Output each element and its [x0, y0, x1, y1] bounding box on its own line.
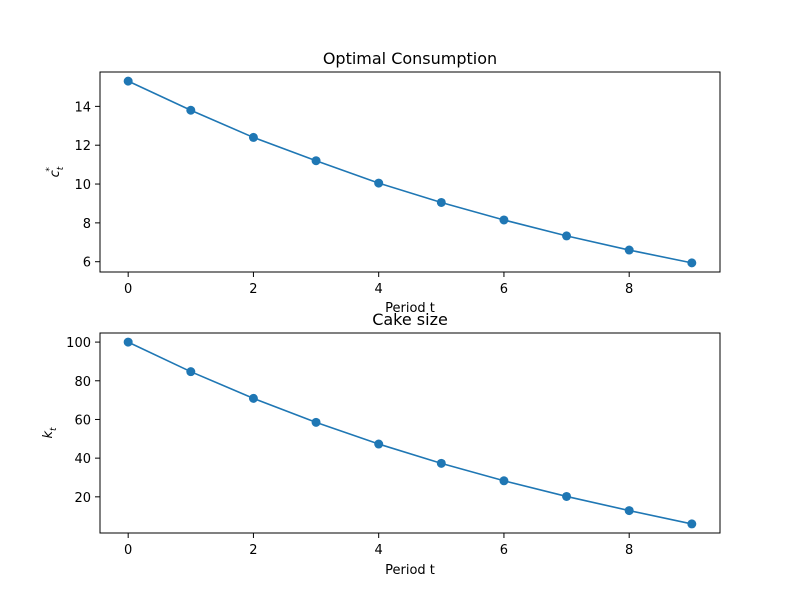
y-ticks: 20 40 60 80 100: [66, 336, 100, 506]
x-tick-label: 8: [625, 282, 633, 297]
x-tick-label: 4: [375, 282, 383, 297]
y-tick-label: 60: [74, 413, 91, 428]
data-point: [562, 231, 572, 241]
x-tick-label: 0: [124, 543, 132, 558]
x-tick-label: 2: [249, 543, 257, 558]
y-tick-label: 40: [74, 452, 91, 467]
data-point: [248, 132, 258, 142]
axes-frame: [99, 332, 721, 534]
data-point: [436, 458, 446, 468]
data-point: [123, 76, 133, 86]
x-tick-label: 6: [500, 543, 508, 558]
data-point: [687, 519, 697, 529]
data-point: [311, 156, 321, 166]
data-point: [186, 105, 196, 115]
marks: [123, 76, 697, 268]
data-point: [499, 215, 509, 225]
y-axis-label-sup: *: [45, 167, 55, 172]
y-axis-label: ct*: [45, 166, 66, 177]
y-axis-label-base: k: [41, 431, 56, 439]
data-point: [311, 417, 321, 427]
y-tick-label: 100: [66, 336, 91, 351]
y-axis-label: kt: [41, 427, 59, 439]
data-point: [624, 506, 634, 516]
x-ticks: 0 2 4 6 8: [124, 533, 633, 558]
y-tick-label: 6: [83, 256, 91, 271]
chart-title: Optimal Consumption: [323, 49, 497, 68]
data-point: [499, 476, 509, 486]
subplot-cake-size: Cake size 0 2 4 6 8 20 40 60 80 100 Period t kt: [41, 310, 721, 578]
data-point: [374, 439, 384, 449]
series-line: [127, 80, 692, 264]
data-point: [687, 258, 697, 268]
x-axis-label: Period t: [385, 301, 435, 316]
series-line: [127, 341, 692, 525]
data-point: [374, 178, 384, 188]
x-ticks: 0 2 4 6 8: [124, 272, 633, 297]
data-point: [123, 337, 133, 347]
x-axis-label: Period t: [385, 563, 435, 578]
x-tick-label: 0: [124, 282, 132, 297]
y-tick-label: 12: [74, 139, 91, 154]
subplot-consumption: Optimal Consumption 0 2 4 6 8 6 8 10 12 14 Perio…: [45, 49, 721, 316]
data-point: [186, 367, 196, 377]
y-tick-label: 8: [83, 217, 91, 232]
data-point: [248, 393, 258, 403]
data-point: [624, 245, 634, 255]
y-ticks: 6 8 10 12 14: [74, 100, 100, 271]
data-point: [562, 491, 572, 501]
chart-title: Cake size: [372, 310, 448, 329]
y-tick-label: 20: [74, 491, 91, 506]
x-tick-label: 4: [375, 543, 383, 558]
marks: [123, 337, 697, 529]
x-tick-label: 2: [249, 282, 257, 297]
x-tick-label: 6: [500, 282, 508, 297]
axes-frame: [99, 71, 721, 273]
data-point: [436, 197, 446, 207]
y-axis-label-sub: t: [49, 427, 59, 431]
y-tick-label: 10: [74, 178, 91, 193]
y-axis-label-sub: t: [56, 166, 66, 170]
x-tick-label: 8: [625, 543, 633, 558]
y-tick-label: 80: [74, 375, 91, 390]
y-axis-label-base: c: [48, 170, 63, 177]
y-tick-label: 14: [74, 100, 91, 115]
